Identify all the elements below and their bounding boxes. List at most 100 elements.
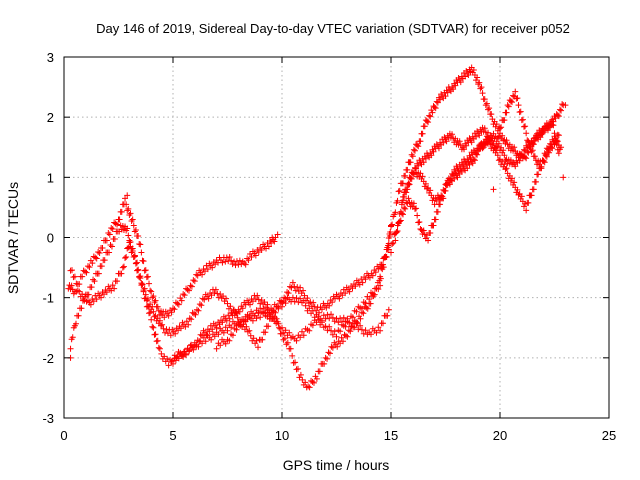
data-point [451,175,458,182]
data-point [546,147,553,154]
data-point [320,312,327,319]
data-point [404,166,411,173]
data-point [99,245,106,252]
data-point [214,290,221,297]
data-point [266,310,273,317]
data-point [416,218,423,225]
data-point [344,333,351,340]
data-point [185,287,192,294]
data-point [516,109,523,116]
data-point [217,257,224,264]
data-point [417,225,424,232]
data-point [146,280,153,287]
data-point [201,296,208,303]
data-point [124,192,131,199]
data-point [255,296,262,303]
data-point [493,121,500,128]
data-point [326,323,333,330]
data-point [358,305,365,312]
data-point [89,260,96,267]
data-point [156,317,163,324]
data-point [551,130,558,137]
x-tick-label: 20 [493,428,507,443]
data-point [547,140,554,147]
data-point [429,197,436,204]
data-point [380,261,387,268]
data-point [356,313,363,320]
data-point [111,285,118,292]
data-point [419,173,426,180]
data-point [497,125,503,132]
data-point [528,192,535,199]
data-point [337,328,344,335]
data-point [92,254,99,261]
data-point [326,315,333,322]
data-point [73,280,80,287]
data-point [342,332,349,339]
data-point [502,157,509,164]
data-point [437,96,444,103]
data-point [345,327,352,334]
data-point [309,322,316,329]
data-point [139,257,146,264]
data-point [381,254,388,261]
data-point [401,204,408,211]
data-point [67,267,74,274]
data-point [300,297,307,304]
y-tick-label: 0 [47,231,54,246]
data-point [525,199,532,206]
data-point [397,217,404,224]
data-point [427,113,434,120]
data-point [415,162,422,169]
data-point [422,155,429,162]
data-point [494,143,501,150]
data-point [147,287,154,294]
data-point [554,112,561,119]
data-point [540,157,547,164]
data-point [469,160,476,167]
data-point [309,378,316,385]
data-point [514,95,521,102]
data-point [328,327,335,334]
data-point [548,118,555,125]
data-point [95,249,102,256]
data-point [377,327,384,334]
data-point [280,336,287,343]
data-point [259,309,266,316]
data-point [93,296,100,303]
data-point [431,104,438,111]
data-point [479,90,486,97]
data-point [328,343,335,350]
data-point [511,179,518,186]
data-point [164,355,171,362]
data-point [228,257,235,264]
data-point [253,337,260,344]
data-point [443,182,450,189]
data-point [519,153,526,160]
data-point [518,152,525,159]
data-point [68,282,75,289]
data-point [257,314,264,321]
data-point [91,278,98,285]
data-point [141,267,148,274]
data-point [217,342,224,349]
data-point [425,237,432,244]
data-point [272,234,279,241]
data-point [405,195,412,202]
data-point [399,180,406,187]
data-point [289,279,296,286]
data-point [333,315,340,322]
data-point [542,151,549,158]
data-point [118,270,125,277]
data-point [328,311,335,318]
data-point [468,139,475,146]
data-point [83,269,90,276]
data-point [525,149,532,156]
data-point [269,307,276,314]
data-point [137,273,144,280]
data-point [293,366,300,373]
data-point [70,274,77,281]
data-point [135,266,142,273]
data-point [212,286,219,293]
data-point [291,283,298,290]
